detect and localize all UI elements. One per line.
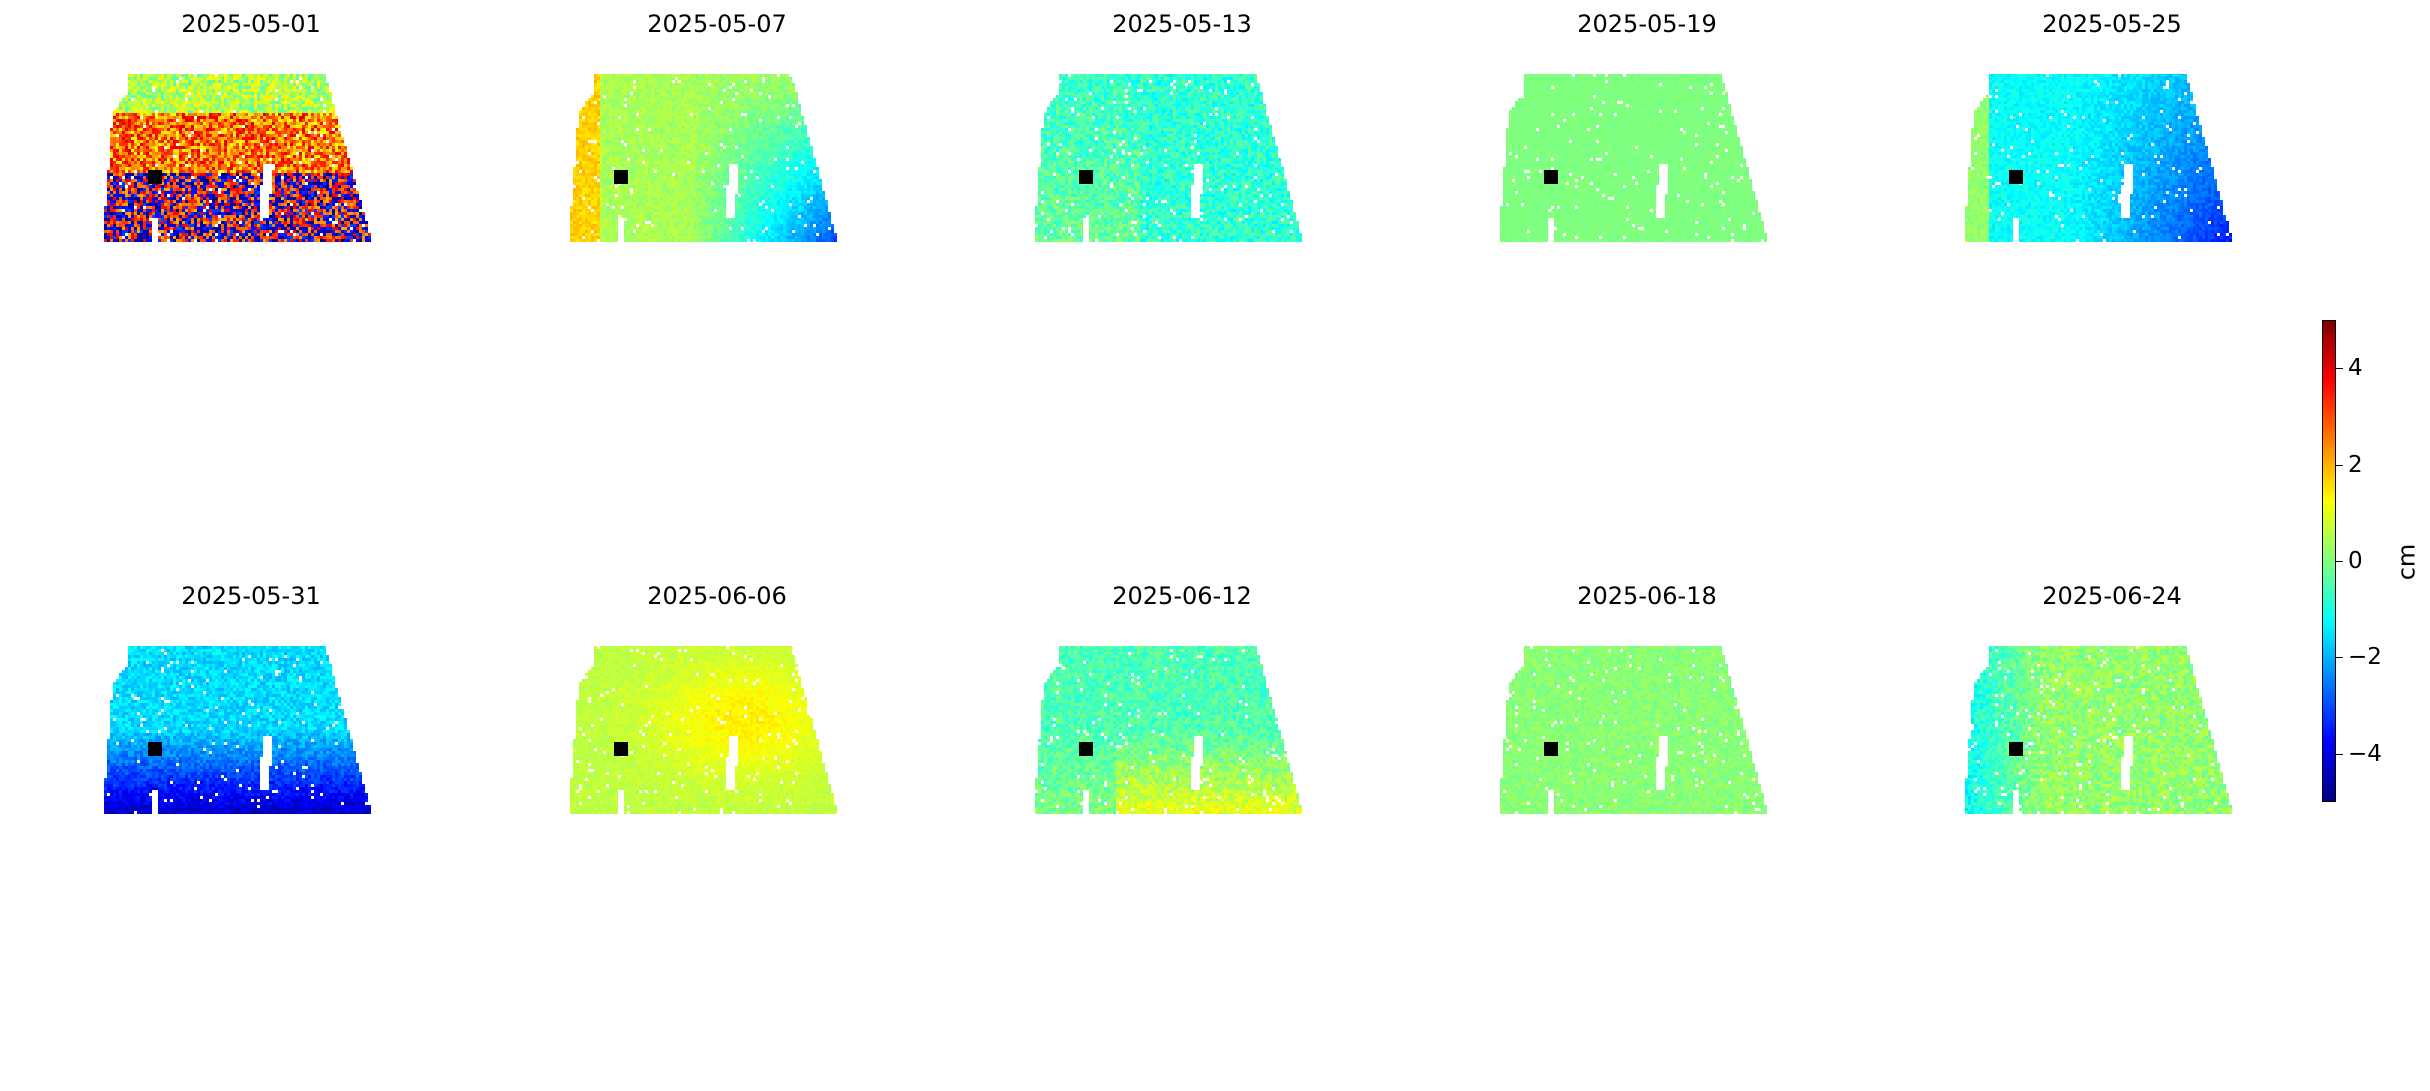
displacement-map <box>1962 640 2232 816</box>
panel-date-title: 2025-06-24 <box>2042 582 2182 610</box>
colorbar-tick-label: −2 <box>2348 644 2382 670</box>
colorbar-tick-label: 0 <box>2348 548 2363 574</box>
colorbar-tick-label: 4 <box>2348 355 2363 381</box>
displacement-map <box>101 68 371 244</box>
panel-date-title: 2025-06-18 <box>1577 582 1717 610</box>
reference-point-marker <box>1079 742 1093 756</box>
colorbar-tick <box>2336 657 2343 658</box>
panel-date-title: 2025-05-01 <box>181 10 321 38</box>
colorbar-tick-label: 2 <box>2348 452 2363 478</box>
displacement-map <box>567 640 837 816</box>
displacement-map <box>1032 640 1302 816</box>
reference-point-marker <box>1544 742 1558 756</box>
panel-date-title: 2025-06-12 <box>1112 582 1252 610</box>
colorbar-tick-label: −4 <box>2348 741 2382 767</box>
reference-point-marker <box>148 742 162 756</box>
reference-point-marker <box>614 170 628 184</box>
reference-point-marker <box>1544 170 1558 184</box>
panel-date-title: 2025-05-31 <box>181 582 321 610</box>
colorbar-gradient <box>2322 320 2336 802</box>
reference-point-marker <box>148 170 162 184</box>
panel-date-title: 2025-05-13 <box>1112 10 1252 38</box>
panel-date-title: 2025-05-25 <box>2042 10 2182 38</box>
reference-point-marker <box>2009 742 2023 756</box>
colorbar-unit-label: cm <box>2392 543 2421 581</box>
colorbar-frame <box>2322 320 2336 802</box>
colorbar-tick <box>2336 754 2343 755</box>
reference-point-marker <box>614 742 628 756</box>
displacement-map <box>101 640 371 816</box>
displacement-map <box>1497 640 1767 816</box>
panel-date-title: 2025-06-06 <box>647 582 787 610</box>
panel-date-title: 2025-05-07 <box>647 10 787 38</box>
colorbar-tick <box>2336 465 2343 466</box>
colorbar-tick <box>2336 368 2343 369</box>
displacement-map <box>567 68 837 244</box>
panel-date-title: 2025-05-19 <box>1577 10 1717 38</box>
displacement-map <box>1032 68 1302 244</box>
reference-point-marker <box>1079 170 1093 184</box>
displacement-map <box>1497 68 1767 244</box>
colorbar-tick <box>2336 561 2343 562</box>
displacement-map <box>1962 68 2232 244</box>
reference-point-marker <box>2009 170 2023 184</box>
